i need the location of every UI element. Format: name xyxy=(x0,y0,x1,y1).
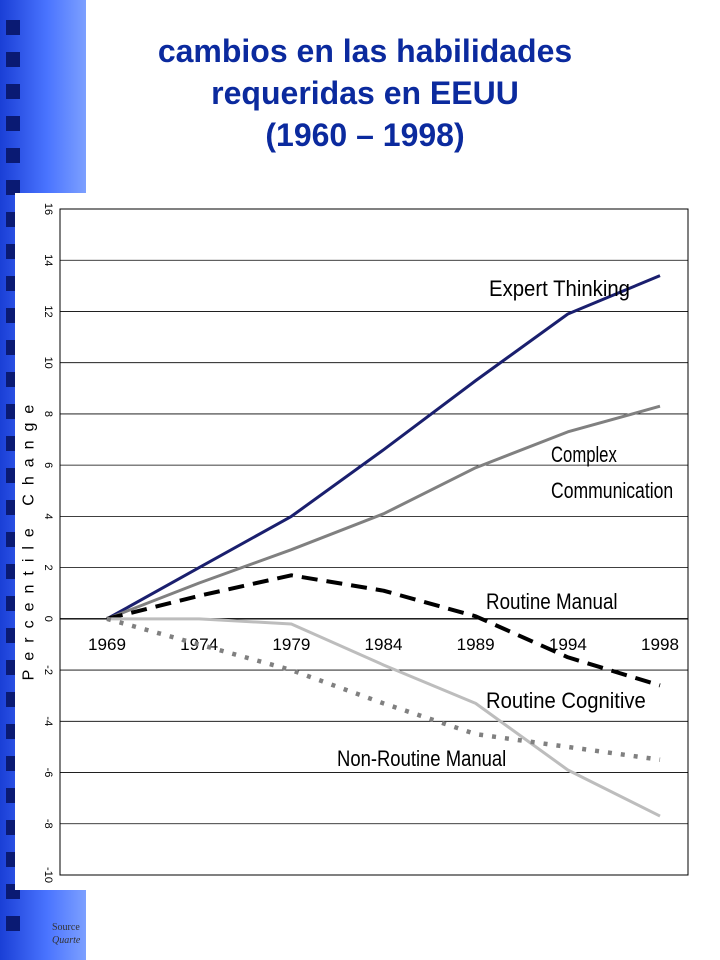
chart-panel: -10 -8 -6 -4 -2 0 2 4 6 8 10 12 14 16 1969 1974 1979 1984… xyxy=(15,193,713,890)
source-italic: Quarte xyxy=(52,935,81,946)
y-tick-label: -4 xyxy=(42,716,54,726)
title-line-2: requeridas en EEUU xyxy=(211,75,519,111)
y-tick-label: 8 xyxy=(42,411,54,417)
y-tick-label: -10 xyxy=(42,867,54,883)
y-tick-label: -2 xyxy=(42,665,54,675)
series-label: Communication xyxy=(551,478,673,503)
x-tick-label: 1984 xyxy=(365,635,403,654)
y-tick-label: -8 xyxy=(42,819,54,829)
plot-area xyxy=(59,208,689,876)
title-line-1: cambios en las habilidades xyxy=(157,33,573,69)
series-label: Complex xyxy=(551,442,617,467)
y-tick-label: 0 xyxy=(42,616,54,622)
series-label: Routine Manual xyxy=(486,589,618,614)
x-tick-label: 1994 xyxy=(549,635,587,654)
series-line-routine-manual xyxy=(106,573,661,688)
y-tick-label: -6 xyxy=(42,768,54,778)
x-tick-label: 1974 xyxy=(180,635,218,654)
y-tick-label: 4 xyxy=(42,513,54,519)
y-tick-label: 2 xyxy=(42,565,54,571)
series-label: Non-Routine Manual xyxy=(337,746,506,771)
source-note: Source Quarte xyxy=(52,921,80,947)
series-line-complex-communication xyxy=(106,404,661,621)
y-axis-label: Percentile Change xyxy=(21,396,38,681)
y-tick-label: 16 xyxy=(42,203,54,215)
line-chart: -10 -8 -6 -4 -2 0 2 4 6 8 10 12 14 16 1969 1974 1979 1984… xyxy=(21,203,689,883)
series-line-routine-cognitive xyxy=(107,617,661,818)
series-label: Routine Cognitive xyxy=(486,688,646,713)
series-line-expert-thinking xyxy=(106,274,661,621)
title-line-3: (1960 – 1998) xyxy=(265,117,465,153)
y-tick-label: 14 xyxy=(42,254,54,266)
series-line-non-routine-manual xyxy=(106,616,661,762)
y-tick-label: 6 xyxy=(42,462,54,468)
y-tick-label: 12 xyxy=(42,305,54,317)
x-tick-label: 1998 xyxy=(641,635,679,654)
x-tick-label: 1979 xyxy=(272,635,310,654)
series-label: Expert Thinking xyxy=(489,276,630,301)
x-tick-label: 1989 xyxy=(457,635,495,654)
slide-title: cambios en las habilidades requeridas en… xyxy=(90,30,640,156)
y-tick-label: 10 xyxy=(42,357,54,369)
source-label: Source xyxy=(52,922,80,933)
x-tick-label: 1969 xyxy=(88,635,126,654)
